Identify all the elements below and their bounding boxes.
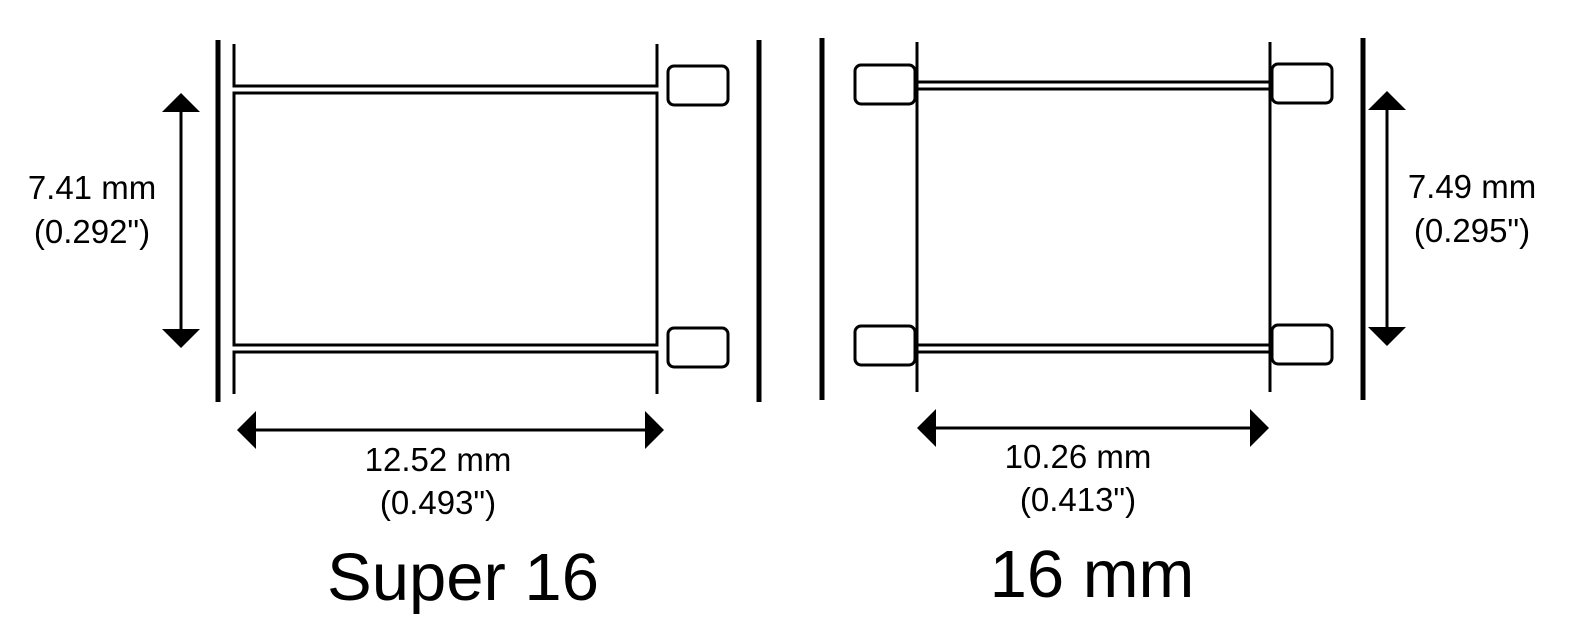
standard16-perforation-right-bottom [1270, 323, 1334, 366]
standard16-height-mm: 7.49 mm [1408, 168, 1536, 205]
standard16-perforation-right-top [1270, 62, 1334, 105]
super16-title: Super 16 [327, 540, 599, 615]
standard16-perforation-left-top [853, 63, 917, 106]
standard16-bottom-separator [915, 343, 1272, 354]
super16-width-mm: 12.52 mm [365, 441, 512, 478]
standard16-width-arrowhead-right [1250, 409, 1269, 447]
standard16-perforation-left-bottom [853, 324, 917, 367]
standard16-height-arrowhead-down [1368, 327, 1406, 346]
super16-width-arrowhead-right [645, 411, 664, 449]
standard16-width-mm: 10.26 mm [1005, 438, 1152, 475]
standard16-height-arrowhead-up [1368, 91, 1406, 110]
super16-height-arrow [162, 93, 200, 348]
standard16-height-inch: (0.295") [1414, 212, 1530, 249]
standard16-width-arrowhead-left [917, 409, 936, 447]
super16-frame [232, 91, 659, 347]
super16-next-frame [232, 350, 659, 394]
super16-height-arrowhead-up [162, 93, 200, 112]
super16-height-inch: (0.292") [34, 213, 150, 250]
standard16-film-strip [819, 38, 1366, 400]
standard16-width-arrow [917, 409, 1269, 447]
super16-perforation-top [666, 64, 730, 107]
super16-height-arrowhead-down [162, 329, 200, 348]
super16-film-strip [215, 40, 762, 402]
super16-width-arrowhead-left [237, 411, 256, 449]
super16-width-arrow [237, 411, 664, 449]
standard16-width-inch: (0.413") [1020, 481, 1136, 518]
super16-width-inch: (0.493") [380, 484, 496, 521]
super16-perforation-bottom [666, 326, 730, 369]
standard16-title: 16 mm [990, 537, 1195, 612]
standard16-top-separator [915, 80, 1272, 91]
super16-prev-frame [232, 44, 659, 88]
standard16-height-arrow [1368, 91, 1406, 346]
super16-height-mm: 7.41 mm [28, 169, 156, 206]
